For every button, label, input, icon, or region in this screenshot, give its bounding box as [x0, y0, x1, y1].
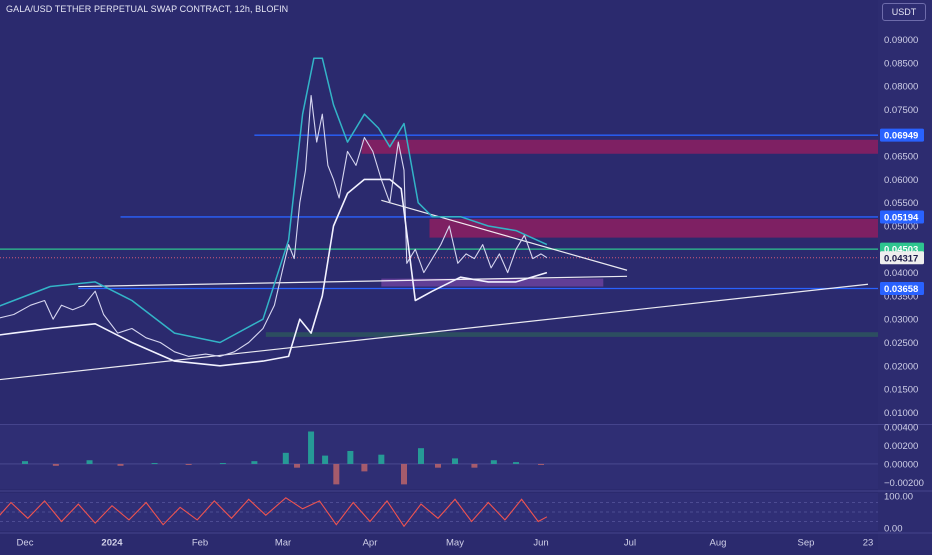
- histogram-bar: [435, 463, 441, 468]
- time-tick-label: May: [446, 538, 464, 549]
- histogram-bar: [282, 452, 289, 464]
- price-tick-label: 0.06000: [884, 175, 918, 186]
- price-zone: [429, 218, 878, 238]
- histogram-bar: [513, 462, 520, 464]
- price-tick-label: 0.03500: [884, 291, 918, 302]
- histogram-bar: [86, 460, 93, 464]
- price-tick-label: 0.02000: [884, 361, 918, 372]
- histogram-bar: [151, 463, 158, 465]
- time-tick-label: 23: [863, 538, 874, 549]
- price-tick-label: 0.01000: [884, 408, 918, 419]
- histogram-bar: [251, 461, 258, 464]
- price-line: [0, 94, 548, 357]
- histogram-bar: [22, 461, 28, 464]
- histogram-panel-background: [0, 425, 878, 489]
- time-tick-label: Sep: [798, 538, 815, 549]
- time-tick-label: Apr: [363, 538, 378, 549]
- price-label-box: [880, 251, 924, 265]
- histogram-bar: [347, 450, 354, 464]
- oscillator-tick-label: 100.00: [884, 492, 913, 503]
- histogram-bar: [452, 458, 458, 464]
- price-tick-label: 0.08000: [884, 82, 918, 93]
- price-tick-label: 0.05500: [884, 198, 918, 209]
- histogram-bar: [219, 463, 226, 465]
- oscillator-tick-label: 0.00: [884, 523, 903, 534]
- histogram-bar: [538, 463, 544, 465]
- oscillator-line: [0, 497, 548, 528]
- price-label-box: [880, 128, 924, 142]
- price-tick-label: 0.08500: [884, 58, 918, 69]
- histogram-tick-label: 0.00400: [884, 422, 918, 433]
- price-tick-label: 0.01500: [884, 385, 918, 396]
- price-tick-label: 0.05000: [884, 221, 918, 232]
- price-zone: [265, 332, 878, 337]
- histogram-bar: [333, 463, 340, 485]
- histogram-bar: [471, 463, 478, 468]
- time-tick-label: Aug: [710, 538, 727, 549]
- histogram-bar: [117, 463, 124, 466]
- histogram-bar: [52, 463, 59, 466]
- histogram-bar: [418, 448, 424, 464]
- trend-line: [0, 283, 869, 381]
- price-zone: [361, 139, 878, 154]
- histogram-bar: [185, 463, 192, 465]
- time-tick-label: Dec: [17, 538, 34, 549]
- histogram-bar: [378, 454, 385, 464]
- price-label-text: 0.04317: [884, 253, 918, 264]
- currency-selector[interactable]: USDT: [882, 3, 926, 21]
- time-tick-label: Mar: [275, 538, 291, 549]
- lower-band-line: [0, 178, 548, 367]
- upper-band-line: [0, 57, 548, 344]
- time-tick-label: 2024: [101, 538, 123, 549]
- histogram-bar: [294, 463, 301, 468]
- price-label-text: 0.03658: [884, 284, 918, 295]
- histogram-tick-label: 0.00200: [884, 441, 918, 452]
- histogram-tick-label: −0.00200: [884, 478, 924, 489]
- price-label-box: [880, 282, 924, 296]
- price-axis-background: [878, 0, 932, 550]
- price-tick-label: 0.02500: [884, 338, 918, 349]
- price-tick-label: 0.09000: [884, 35, 918, 46]
- price-label-text: 0.05194: [884, 212, 919, 223]
- trend-line: [381, 199, 628, 271]
- price-tick-label: 0.06500: [884, 152, 918, 163]
- price-tick-label: 0.04000: [884, 268, 918, 279]
- price-label-text: 0.06949: [884, 131, 918, 142]
- trend-line: [78, 275, 628, 288]
- main-panel-background: [0, 0, 878, 424]
- histogram-bar: [322, 455, 329, 464]
- chart-title: GALA/USD TETHER PERPETUAL SWAP CONTRACT,…: [6, 4, 289, 14]
- histogram-bar: [401, 463, 407, 485]
- time-tick-label: Feb: [192, 538, 208, 549]
- histogram-bar: [308, 431, 315, 464]
- price-tick-label: 0.07500: [884, 105, 918, 116]
- time-tick-label: Jun: [533, 538, 548, 549]
- price-label-box: [880, 210, 924, 224]
- histogram-bar: [361, 463, 368, 472]
- histogram-tick-label: 0.00000: [884, 459, 918, 470]
- histogram-bar: [490, 460, 497, 464]
- price-label-text: 0.04503: [884, 245, 918, 256]
- time-tick-label: Jul: [624, 538, 636, 549]
- price-tick-label: 0.03000: [884, 315, 918, 326]
